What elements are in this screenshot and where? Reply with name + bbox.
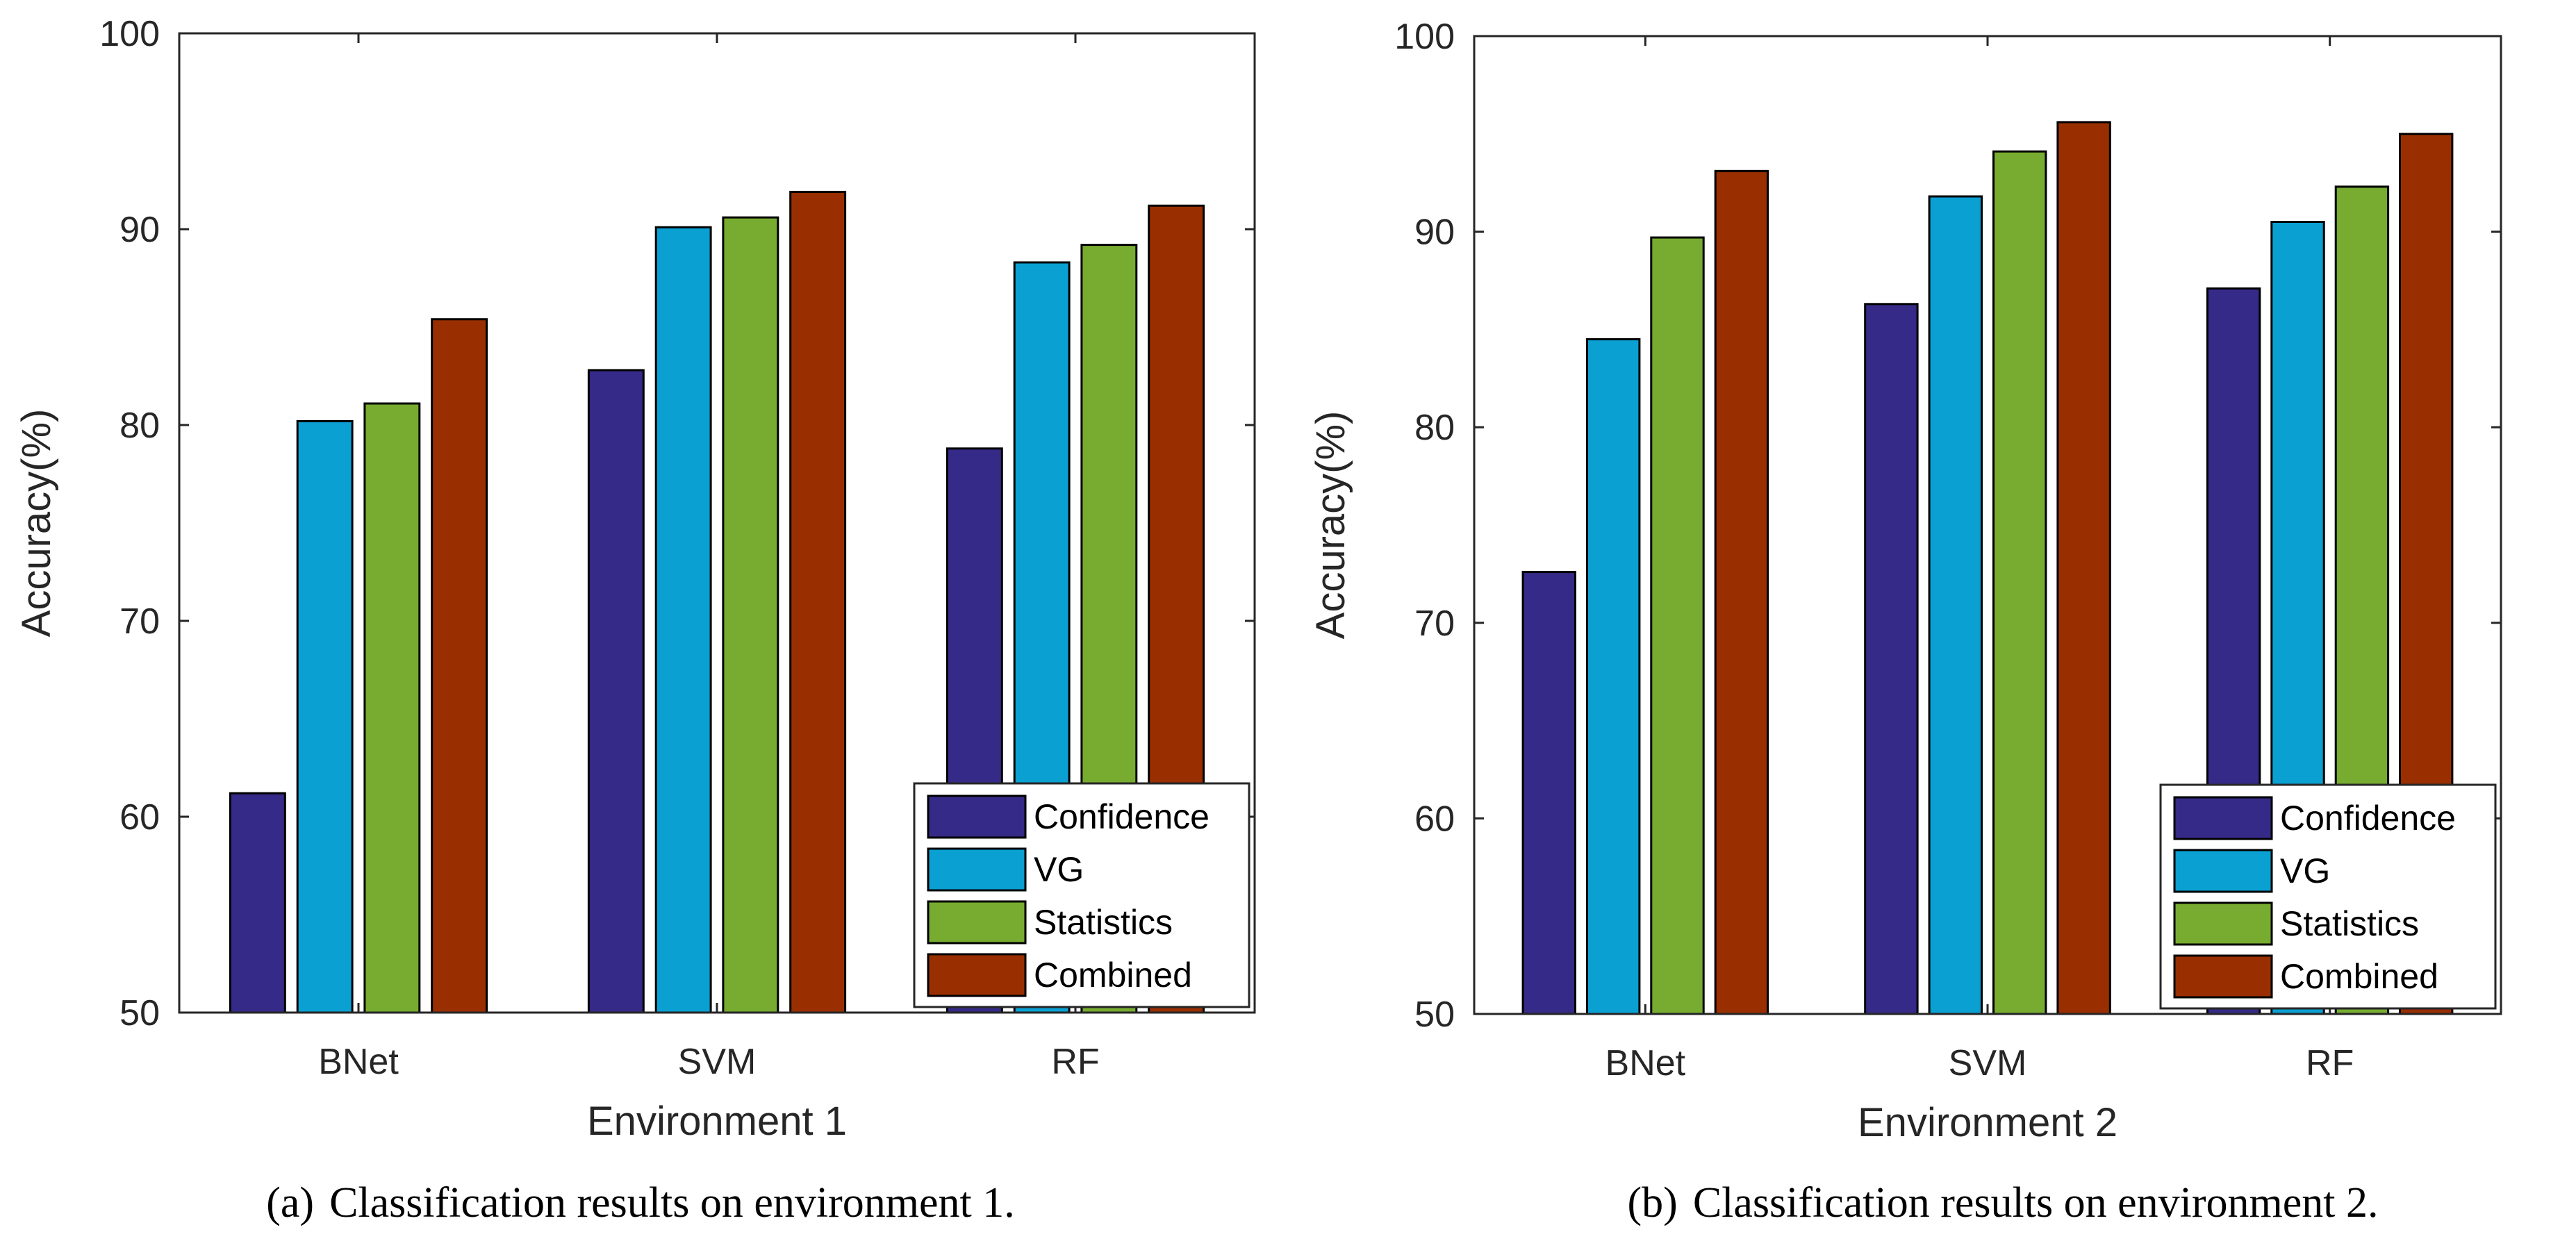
y-tick-label: 70 [1414,604,1455,644]
figure-caption: (b) Classification results on environment… [1628,1179,2379,1226]
legend-swatch-vg [2173,849,2273,893]
y-tick-label: 80 [119,406,160,446]
y-tick-label: 90 [119,210,160,250]
bar-statistics-svm [1992,150,2047,1015]
bar-confidence-svm [1864,303,1919,1015]
caption-panel-label: (a) [266,1179,314,1226]
bar-combined-svm [789,190,847,1014]
chart-panel-1: BNet SVM RF 50 60 70 80 90 100 Environment 1 Accur… [14,14,1256,1226]
y-tick-label: 70 [119,601,160,642]
legend: Confidence VG Statistics Combined [913,782,1250,1008]
bar-vg-svm [1928,195,1983,1015]
bar-combined-bnet [431,318,488,1014]
x-tick-label: RF [1051,1042,1099,1082]
caption-text: Classification results on environment 2. [1693,1179,2379,1226]
legend-swatch-confidence [2173,796,2273,840]
y-tick-label: 60 [1414,799,1455,839]
bar-vg-bnet [296,419,354,1014]
bar-combined-svm [2056,121,2111,1015]
bar-vg-svm [654,226,712,1014]
x-tick-label: RF [2306,1043,2354,1083]
y-tick-label: 50 [1414,995,1455,1035]
legend-swatch-combined [2173,954,2273,999]
x-tick-label: BNet [1605,1043,1686,1083]
caption-panel-label: (b) [1628,1179,1678,1226]
bar-vg-bnet [1586,338,1641,1015]
x-tick-label: BNet [318,1042,399,1082]
y-axis-label: Accuracy(%) [14,409,59,638]
x-tick-label: SVM [678,1042,757,1082]
x-axis-label: Environment 1 [587,1099,847,1144]
bar-confidence-svm [587,369,645,1014]
legend-label-confidence: Confidence [2280,799,2456,838]
y-tick-label: 80 [1414,408,1455,448]
legend-swatch-combined [927,953,1027,997]
legend-swatch-vg [927,847,1027,892]
caption-text: Classification results on environment 1. [329,1179,1015,1226]
legend-label-vg: VG [2280,851,2330,890]
legend: Confidence VG Statistics Combined [2159,783,2497,1010]
legend-label-confidence: Confidence [1034,797,1209,836]
figure-caption: (a) Classification results on environment… [266,1179,1014,1226]
legend-label-statistics: Statistics [2280,904,2419,943]
legend-label-vg: VG [1034,850,1084,889]
x-tick-label: SVM [1949,1043,2027,1083]
legend-label-combined: Combined [1034,956,1192,995]
legend-swatch-confidence [927,794,1027,839]
legend-label-statistics: Statistics [1034,903,1173,942]
y-tick-label: 100 [99,14,160,54]
x-axis-label: Environment 2 [1858,1100,2117,1145]
legend-swatch-statistics [2173,901,2273,946]
legend-swatch-statistics [927,900,1027,945]
bar-combined-bnet [1714,169,1769,1015]
bar-confidence-bnet [229,792,286,1014]
y-tick-label: 90 [1414,213,1455,253]
bar-confidence-bnet [1521,571,1577,1015]
chart-panel-2: BNet SVM RF 50 60 70 80 90 100 Environment 2 Accur… [1308,17,2502,1226]
y-tick-label: 60 [119,797,160,838]
axes-box [178,32,1256,1014]
bar-statistics-bnet [1650,236,1705,1015]
y-tick-label: 50 [119,993,160,1033]
bar-statistics-bnet [363,402,421,1014]
axes-box [1473,35,2502,1015]
bar-statistics-svm [722,216,779,1014]
y-tick-label: 100 [1394,17,1455,57]
legend-label-combined: Combined [2280,957,2438,996]
y-axis-label: Accuracy(%) [1308,411,1353,640]
